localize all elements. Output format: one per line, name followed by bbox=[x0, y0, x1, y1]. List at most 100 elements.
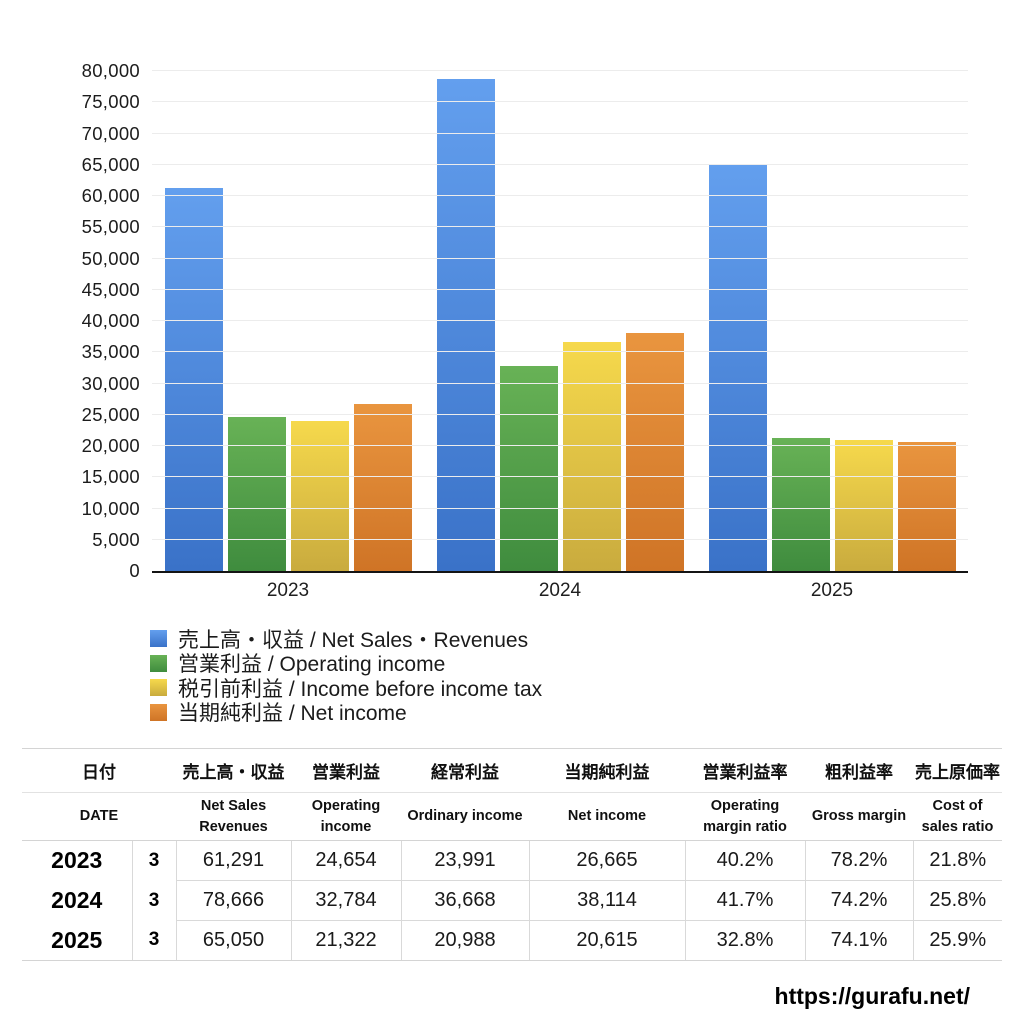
gridline bbox=[152, 101, 968, 103]
table-body: 2023 3 61,291 24,654 23,991 26,665 40.2% 78.2% 2… bbox=[22, 840, 1002, 961]
gridline bbox=[152, 320, 968, 321]
y-axis-tick-label: 65,000 bbox=[81, 153, 140, 175]
header-cell-jp: 粗利益率 bbox=[805, 748, 913, 793]
header-cell-en: Ordinary income bbox=[401, 792, 529, 841]
legend-swatch-icon bbox=[150, 679, 167, 697]
header-cell-jp: 営業利益率 bbox=[685, 748, 805, 793]
legend-swatch-icon bbox=[150, 654, 167, 672]
table-row: 2025 3 65,050 21,322 20,988 20,615 32.8% 74.1% 2… bbox=[22, 920, 1002, 961]
value-cell: 38,114 bbox=[528, 880, 685, 921]
header-cell-en: Operating income bbox=[291, 792, 401, 841]
legend-label: 税引前利益 / Income before income tax bbox=[178, 677, 543, 701]
gridline bbox=[152, 226, 968, 228]
gridline bbox=[152, 70, 968, 71]
bar-2023-series-0 bbox=[164, 187, 223, 571]
value-cell: 20,988 bbox=[400, 920, 529, 961]
legend-item-0: 売上高・収益 / Net Sales・Revenues bbox=[150, 628, 542, 652]
gridline bbox=[152, 538, 968, 540]
x-axis-tick-label: 2023 bbox=[266, 580, 310, 601]
y-axis-tick-label: 60,000 bbox=[81, 185, 140, 206]
value-cell: 21.8% bbox=[912, 840, 1002, 881]
bar-2023-series-1 bbox=[227, 416, 286, 571]
header-cell-jp: 売上高・収益 bbox=[176, 748, 291, 793]
table-header-row-en: DATE Net Sales Revenues Operating income Or… bbox=[22, 792, 1002, 841]
header-cell-en: Net Sales Revenues bbox=[176, 792, 291, 841]
legend-item-3: 当期純利益 / Net income bbox=[150, 702, 542, 725]
y-axis-tick-label: 70,000 bbox=[81, 122, 140, 144]
bar-2025-series-1 bbox=[771, 437, 830, 571]
y-axis-tick-label: 5,000 bbox=[92, 528, 140, 550]
month-cell: 3 bbox=[131, 840, 176, 881]
header-cell-jp: 売上原価率 bbox=[913, 748, 1002, 793]
value-cell: 36,668 bbox=[400, 880, 529, 921]
legend-label: 営業利益 / Operating income bbox=[178, 653, 446, 677]
value-cell: 65,050 bbox=[175, 920, 291, 961]
y-axis-tick-label: 80,000 bbox=[81, 60, 140, 81]
bar-group-2025: 2025 bbox=[696, 71, 968, 601]
bar-groups: 2023 2024 2025 bbox=[152, 71, 968, 601]
bar-2025-series-3 bbox=[897, 442, 956, 571]
site-url-link[interactable]: https://gurafu.net/ bbox=[774, 983, 970, 1009]
bar-chart: 0 5,000 10,000 15,000 20,000 25,000 30,000 35,0… bbox=[0, 60, 968, 601]
value-cell: 25.8% bbox=[912, 880, 1002, 921]
y-axis-tick-label: 75,000 bbox=[81, 91, 140, 113]
legend-item-2: 税引前利益 / Income before income tax bbox=[150, 677, 542, 701]
bar-group-2024: 2024 bbox=[424, 71, 696, 601]
header-cell-jp: 当期純利益 bbox=[529, 748, 685, 793]
table-head: 日付 売上高・収益 営業利益 経常利益 当期純利益 営業利益率 粗利益率 売上原価率 DATE N… bbox=[22, 748, 1002, 841]
header-cell-jp: 営業利益 bbox=[291, 748, 401, 793]
y-axis-tick-label: 30,000 bbox=[81, 372, 140, 394]
bar-group-2023: 2023 bbox=[152, 71, 424, 601]
legend-label: 当期純利益 / Net income bbox=[178, 702, 407, 726]
y-axis-tick-label: 35,000 bbox=[81, 341, 140, 363]
bar-2024-series-1 bbox=[499, 366, 558, 571]
value-cell: 25.9% bbox=[912, 920, 1002, 961]
y-axis-tick-label: 10,000 bbox=[81, 497, 140, 519]
header-cell-jp: 経常利益 bbox=[401, 748, 529, 793]
year-cell: 2024 bbox=[51, 887, 103, 913]
value-cell: 41.7% bbox=[684, 880, 805, 921]
value-cell: 78.2% bbox=[804, 840, 913, 881]
legend-swatch-icon bbox=[150, 703, 167, 721]
bar-2025-series-2 bbox=[834, 439, 893, 571]
header-cell-en: Operating margin ratio bbox=[685, 792, 805, 841]
gridline bbox=[152, 257, 968, 259]
year-cell: 2025 bbox=[22, 920, 132, 961]
chart-legend: 売上高・収益 / Net Sales・Revenues 営業利益 / Operat… bbox=[150, 628, 542, 725]
y-axis-tick-label: 40,000 bbox=[81, 310, 140, 331]
header-cell-en: Cost of sales ratio bbox=[913, 792, 1002, 841]
bar-2024-series-3 bbox=[625, 332, 684, 571]
legend-swatch-icon bbox=[150, 630, 167, 648]
header-cell-en: Net income bbox=[529, 792, 685, 841]
gridline bbox=[152, 288, 968, 290]
gridline bbox=[152, 507, 968, 509]
value-cell: 61,291 bbox=[175, 840, 291, 881]
table-row: 2023 3 61,291 24,654 23,991 26,665 40.2% 78.2% 2… bbox=[22, 840, 1002, 881]
month-cell: 3 bbox=[131, 880, 176, 921]
gridline bbox=[152, 351, 968, 353]
bar-2023-series-2 bbox=[290, 421, 349, 571]
value-cell: 74.1% bbox=[804, 920, 913, 961]
value-cell: 21,322 bbox=[290, 920, 401, 961]
legend-label: 売上高・収益 / Net Sales・Revenues bbox=[178, 628, 529, 652]
bar-2024-series-0 bbox=[436, 79, 495, 571]
value-cell: 26,665 bbox=[528, 840, 685, 881]
gridline bbox=[152, 445, 968, 446]
header-cell-jp: 日付 bbox=[22, 748, 176, 793]
value-cell: 32.8% bbox=[684, 920, 805, 961]
y-axis-tick-label: 25,000 bbox=[81, 403, 140, 425]
value-cell: 24,654 bbox=[290, 840, 401, 881]
legend-item-1: 営業利益 / Operating income bbox=[150, 653, 542, 676]
header-cell-en: DATE bbox=[22, 792, 176, 841]
table-row: 2024 3 78,666 32,784 36,668 38,114 41.7% 74.2% 2… bbox=[22, 880, 1002, 921]
y-axis-tick-label: 50,000 bbox=[81, 247, 140, 269]
header-cell-en: Gross margin bbox=[805, 792, 913, 841]
y-axis-tick-label: 20,000 bbox=[81, 435, 140, 456]
value-cell: 40.2% bbox=[684, 840, 805, 881]
gridline bbox=[152, 195, 968, 196]
bar-2024-series-2 bbox=[562, 341, 621, 571]
gridline bbox=[152, 132, 968, 134]
y-axis: 0 5,000 10,000 15,000 20,000 25,000 30,000 35,0… bbox=[0, 60, 140, 581]
value-cell: 20,615 bbox=[528, 920, 685, 961]
